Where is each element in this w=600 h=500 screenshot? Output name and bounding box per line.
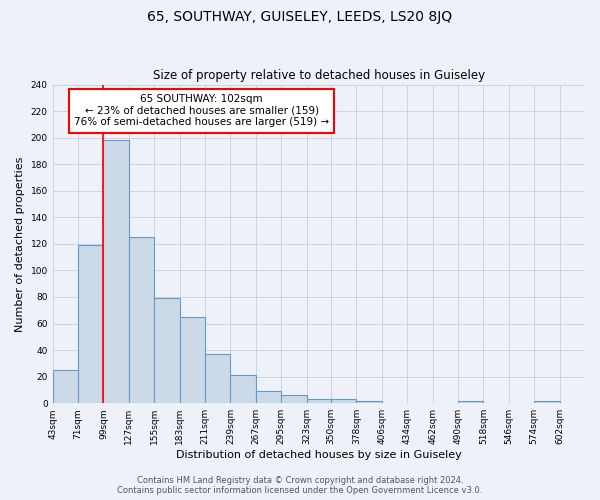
Bar <box>534 400 560 403</box>
Bar <box>281 395 307 403</box>
Bar <box>307 399 332 403</box>
Text: 65 SOUTHWAY: 102sqm
← 23% of detached houses are smaller (159)
76% of semi-detac: 65 SOUTHWAY: 102sqm ← 23% of detached ho… <box>74 94 329 128</box>
Bar <box>331 399 356 403</box>
Text: Contains HM Land Registry data © Crown copyright and database right 2024.
Contai: Contains HM Land Registry data © Crown c… <box>118 476 482 495</box>
Bar <box>230 376 256 403</box>
Bar <box>179 317 205 403</box>
Bar <box>356 400 382 403</box>
Bar <box>78 245 103 403</box>
Bar <box>256 392 281 403</box>
Bar <box>458 400 484 403</box>
Bar <box>129 237 154 403</box>
Title: Size of property relative to detached houses in Guiseley: Size of property relative to detached ho… <box>153 69 485 82</box>
X-axis label: Distribution of detached houses by size in Guiseley: Distribution of detached houses by size … <box>176 450 462 460</box>
Text: 65, SOUTHWAY, GUISELEY, LEEDS, LS20 8JQ: 65, SOUTHWAY, GUISELEY, LEEDS, LS20 8JQ <box>148 10 452 24</box>
Bar <box>154 298 179 403</box>
Bar <box>53 370 78 403</box>
Bar <box>103 140 129 403</box>
Bar <box>205 354 230 403</box>
Y-axis label: Number of detached properties: Number of detached properties <box>15 156 25 332</box>
